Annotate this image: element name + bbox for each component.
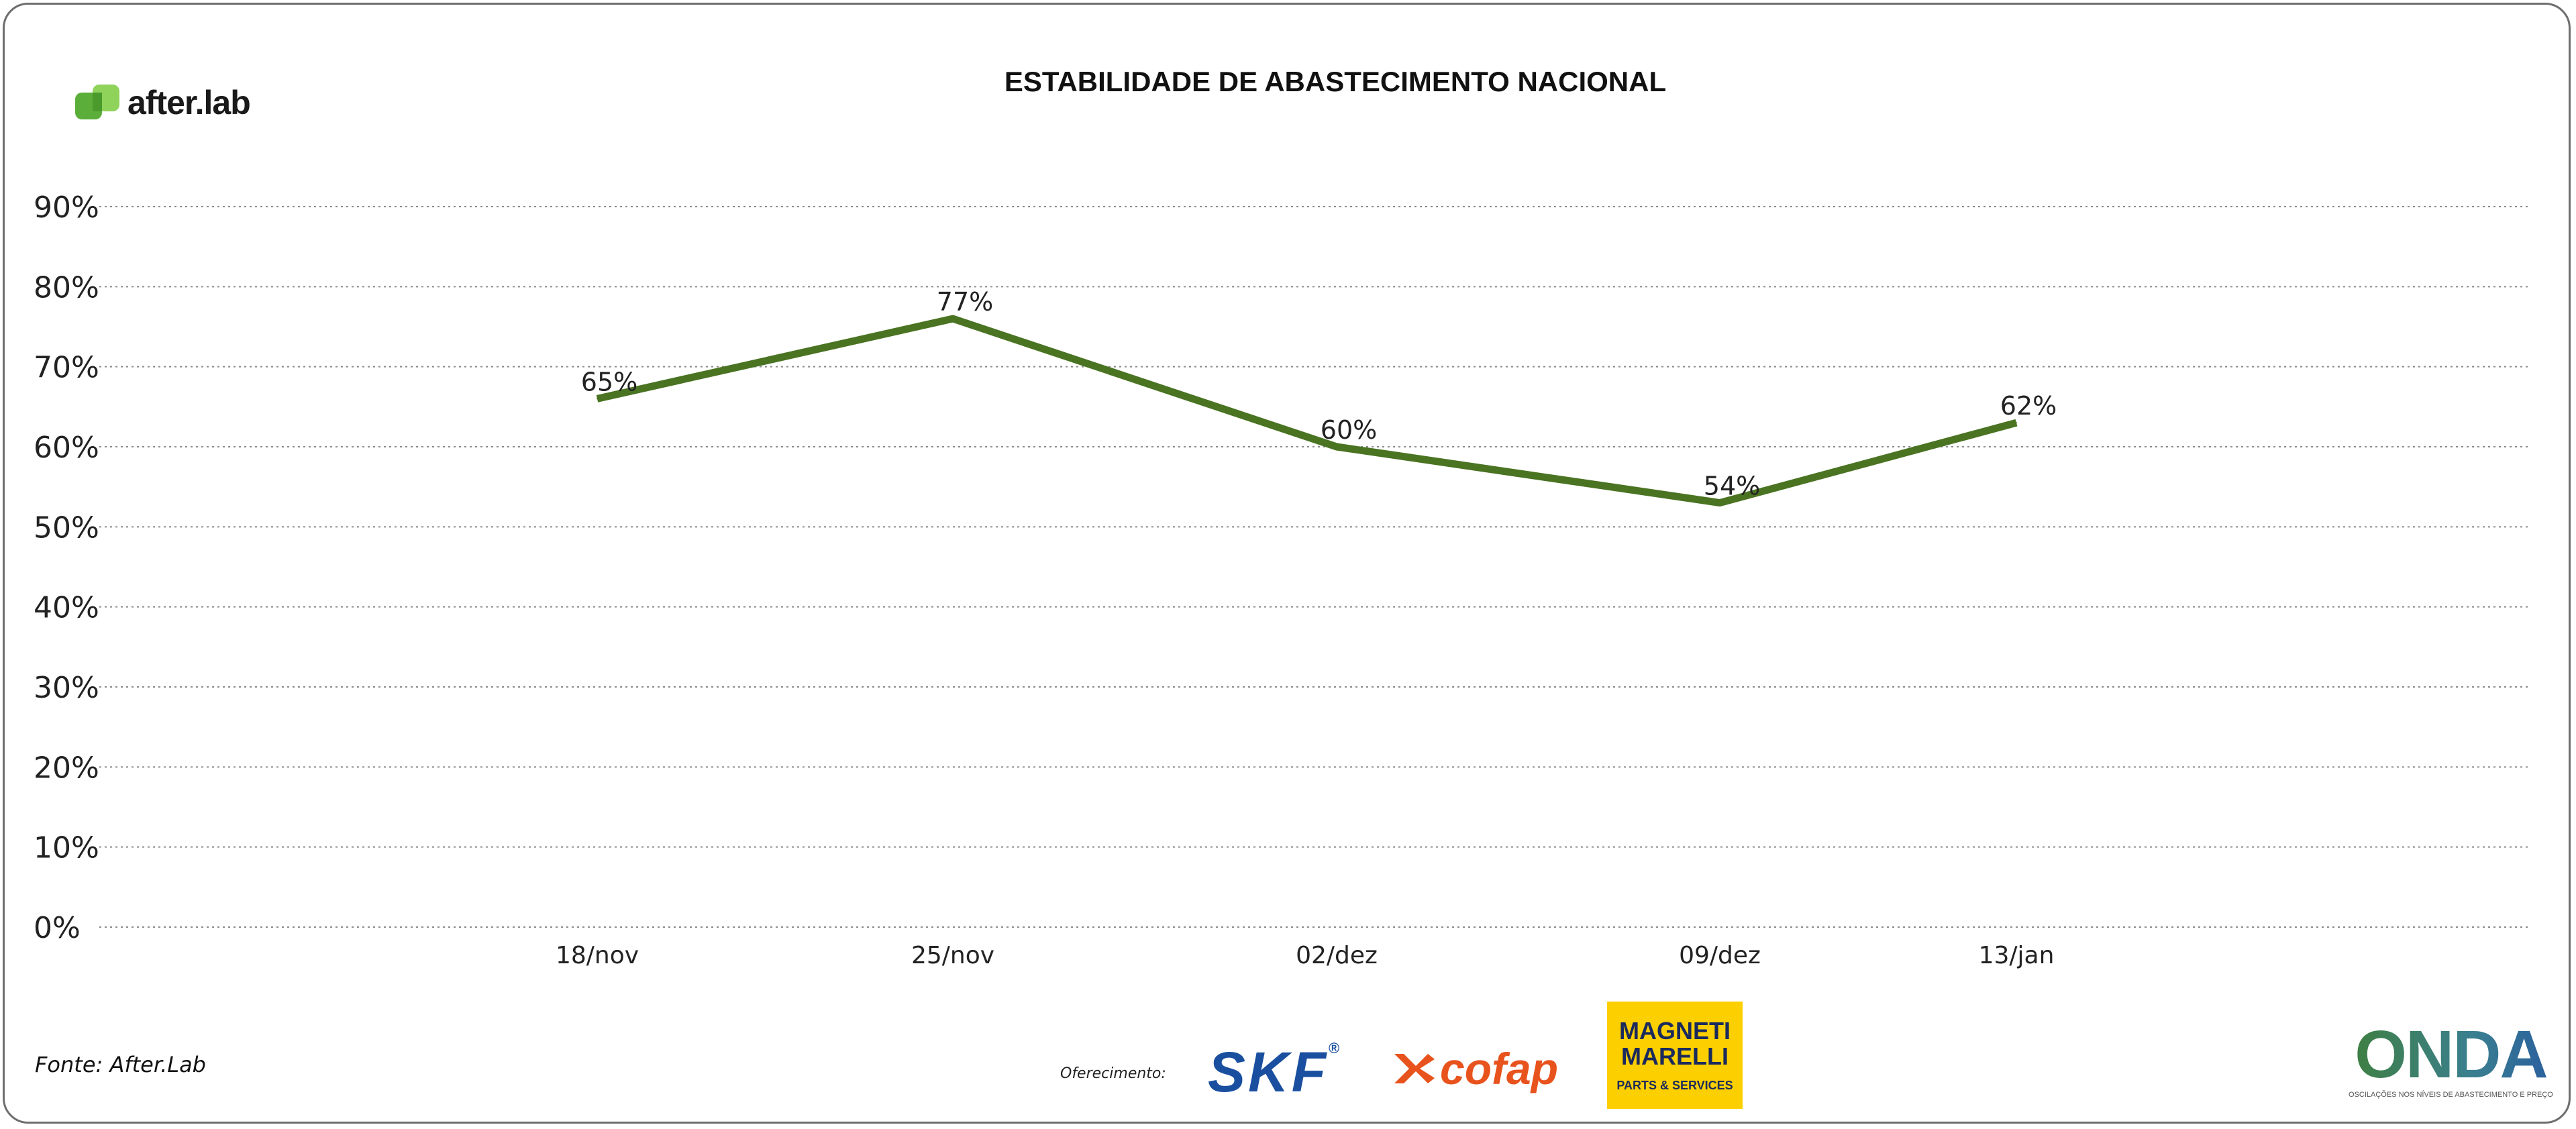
data-label: 77% [937,287,993,317]
x-tick-label: 02/dez [1296,942,1378,969]
y-tick-label: 90% [34,191,99,225]
chart-title: ESTABILIDADE DE ABASTECIMENTO NACIONAL [1004,66,1667,97]
y-tick-label: 0% [34,911,81,945]
y-tick-label: 70% [34,351,99,385]
afterlab-logo-icon [75,83,121,122]
sponsor-label: Oferecimento: [1060,1065,1166,1082]
y-tick-label: 50% [34,510,99,545]
magneti-marelli-name: MAGNETI MARELLI [1619,1016,1731,1070]
onda-logo-text: ONDA [2349,1021,2553,1088]
afterlab-logo: after.lab [75,83,251,122]
y-tick-label: 40% [34,591,99,625]
x-tick-label: 13/jan [1979,942,2055,969]
data-point [2016,422,2017,424]
chart-frame [3,3,2571,1124]
x-tick-label: 25/nov [911,942,994,969]
data-point [952,318,954,320]
onda-tagline: OSCILAÇÕES NOS NÍVEIS DE ABASTECIMENTO E… [2349,1091,2553,1099]
y-tick-label: 10% [34,831,99,865]
skf-logo: SKF® [1208,1040,1342,1105]
magneti-marelli-sub: PARTS & SERVICES [1616,1078,1733,1092]
data-point [1719,502,1720,504]
y-tick-label: 30% [34,671,99,705]
x-tick-label: 09/dez [1679,942,1761,969]
skf-registered-mark: ® [1329,1040,1343,1057]
data-point [597,398,598,400]
cofap-logo: cofap [1389,1043,1558,1094]
y-tick-label: 80% [34,270,99,305]
y-tick-label: 60% [34,431,99,465]
data-label: 62% [2000,391,2057,421]
onda-logo: ONDA OSCILAÇÕES NOS NÍVEIS DE ABASTECIME… [2349,1021,2553,1099]
data-label: 65% [581,367,637,396]
magneti-marelli-logo: MAGNETI MARELLI PARTS & SERVICES [1607,1002,1743,1109]
afterlab-logo-text: after.lab [127,84,251,121]
cofap-x-icon [1394,1054,1435,1083]
data-label: 60% [1321,415,1377,445]
y-tick-label: 20% [34,751,99,785]
skf-logo-text: SKF [1208,1040,1329,1104]
cofap-logo-text: cofap [1440,1044,1559,1093]
source-note: Fonte: After.Lab [35,1052,206,1077]
data-point [1336,446,1337,447]
data-label: 54% [1704,472,1760,501]
x-tick-label: 18/nov [556,942,639,969]
series-line [596,315,2018,507]
